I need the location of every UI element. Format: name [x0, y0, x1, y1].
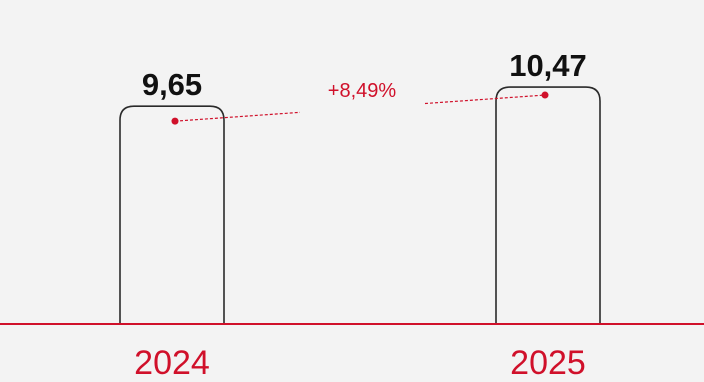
- value-label-2025: 10,47: [509, 48, 587, 83]
- trend-marker-2025: [541, 91, 549, 99]
- change-connector-left: [174, 111, 301, 122]
- bar-2024: [119, 105, 225, 324]
- change-connector-right: [424, 94, 546, 105]
- bar-2025: [495, 86, 601, 324]
- change-percent-label: +8,49%: [328, 80, 397, 102]
- category-label-2025: 2025: [510, 344, 586, 382]
- category-label-2024: 2024: [134, 344, 210, 382]
- bars-layer: [119, 86, 601, 324]
- labels-layer: 9,65 2024 10,47 2025: [134, 48, 587, 382]
- value-label-2024: 9,65: [142, 67, 202, 102]
- trend-marker-2024: [171, 117, 179, 125]
